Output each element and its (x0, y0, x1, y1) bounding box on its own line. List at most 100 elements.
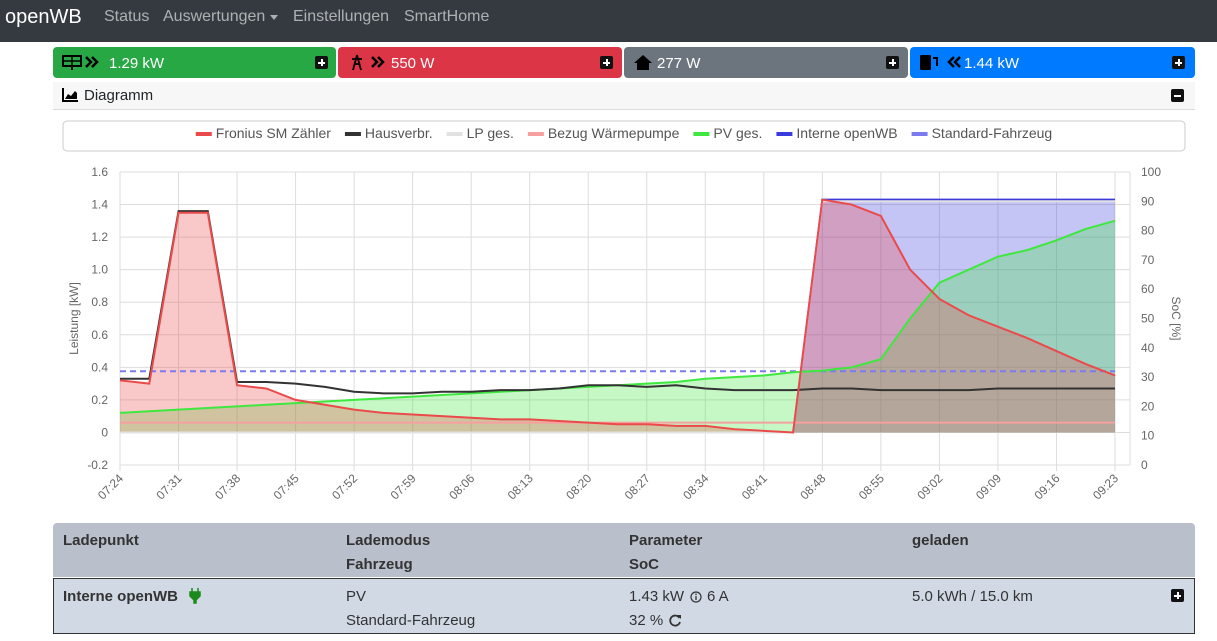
nav-link[interactable]: SmartHome (404, 8, 490, 25)
brand[interactable]: openWB (5, 6, 82, 28)
soc: 32 % (629, 612, 664, 629)
x-tick-label: 08:55 (856, 471, 887, 502)
column-header: Fahrzeug (346, 556, 413, 573)
y-tick-label: 1.0 (91, 263, 108, 277)
x-tick-label: 08:34 (680, 471, 711, 502)
legend-label: Bezug Wärmepumpe (548, 125, 680, 141)
pv-icon (62, 55, 99, 70)
y2-tick-label: 20 (1141, 399, 1155, 413)
x-tick-label: 07:31 (154, 471, 185, 502)
series-line (120, 200, 1115, 434)
y2-tick-label: 70 (1141, 253, 1155, 267)
legend-swatch (195, 132, 212, 136)
legend-swatch (693, 132, 710, 136)
y-tick-label: -0.2 (87, 458, 108, 472)
x-tick-label: 08:20 (563, 471, 594, 502)
grid-icon (352, 54, 385, 71)
table-header: Ladepunkt Lademodus Fahrzeug Parameter S… (53, 523, 1195, 577)
legend-swatch (527, 132, 544, 136)
column-header: Ladepunkt (63, 532, 139, 549)
charge-tile[interactable]: 1.44 kW (910, 47, 1195, 78)
charge-power: 1.43 kW (629, 588, 685, 605)
legend-swatch (911, 132, 928, 136)
charge-mode[interactable]: PV (346, 588, 367, 605)
x-tick-label: 08:13 (505, 471, 536, 502)
y-axis-label: Leistung [kW] (67, 282, 81, 355)
nav-link[interactable]: Auswertungen (163, 8, 266, 25)
grid-tile[interactable]: 550 W (338, 47, 622, 78)
x-tick-label: 09:23 (1090, 471, 1121, 502)
y-tick-label: 1.2 (91, 230, 108, 244)
y-tick-label: 1.4 (91, 198, 108, 212)
x-tick-label: 09:02 (914, 471, 945, 502)
x-tick-label: 07:52 (329, 471, 360, 502)
legend-label: Fronius SM Zähler (216, 125, 331, 141)
card-title: Diagramm (84, 87, 154, 104)
pv-tile[interactable]: 1.29 kW (53, 47, 336, 78)
column-header: Lademodus (346, 532, 431, 549)
legend-label: Standard-Fahrzeug (932, 125, 1053, 141)
y2-tick-label: 0 (1141, 458, 1148, 472)
charge-current: 6 A (707, 588, 729, 605)
plug-icon (189, 588, 201, 604)
x-tick-label: 08:06 (446, 471, 477, 502)
expand-button[interactable] (1172, 56, 1185, 69)
y2-tick-label: 100 (1141, 165, 1161, 179)
column-header: SoC (629, 556, 659, 573)
series-line (120, 210, 1115, 395)
y2-tick-label: 40 (1141, 341, 1155, 355)
column-header: geladen (912, 532, 969, 549)
series-line (119, 198, 1116, 434)
y2-tick-label: 10 (1141, 429, 1155, 443)
y-tick-label: 0.4 (91, 360, 108, 374)
charge-power: 1.44 kW (964, 55, 1020, 72)
legend-swatch (446, 132, 463, 136)
y2-tick-label: 50 (1141, 312, 1155, 326)
legend-swatch (776, 132, 793, 136)
x-tick-label: 08:48 (797, 471, 828, 502)
vehicle: Standard-Fahrzeug (346, 612, 476, 629)
y-tick-label: 1.6 (91, 165, 108, 179)
charged-energy: 5.0 kWh / 15.0 km (912, 588, 1033, 605)
collapse-button[interactable] (1171, 89, 1184, 102)
pv-power: 1.29 kW (109, 55, 165, 72)
house-power: 277 W (657, 55, 701, 72)
x-tick-label: 08:41 (739, 471, 770, 502)
chart-icon (62, 88, 78, 102)
expand-button[interactable] (600, 56, 613, 69)
y2-axis-label: SoC [%] (1169, 296, 1183, 340)
column-header: Parameter (629, 532, 703, 549)
navbar: openWB Status Auswertungen Einstellungen… (0, 0, 1217, 42)
table-row: Interne openWB PV Standard-Fahrzeug 1.43… (53, 578, 1195, 634)
y-tick-label: 0 (101, 425, 108, 439)
expand-button[interactable] (886, 56, 899, 69)
x-tick-label: 07:59 (388, 471, 419, 502)
y2-tick-label: 30 (1141, 370, 1155, 384)
y-tick-label: 0.6 (91, 328, 108, 342)
expand-button[interactable] (315, 56, 328, 69)
chart: Fronius SM Zähler Hausverbr. LP ges. Bezug … (62, 120, 1186, 502)
legend-label: LP ges. (467, 125, 514, 141)
y2-tick-label: 60 (1141, 282, 1155, 296)
house-icon (634, 55, 652, 70)
series-area (120, 220, 1115, 433)
nav-link[interactable]: Einstellungen (293, 8, 390, 25)
x-tick-label: 09:09 (973, 471, 1004, 502)
series-area (120, 199, 1115, 433)
expand-button[interactable] (1171, 589, 1184, 602)
y-tick-label: 0.2 (91, 393, 108, 407)
legend-label: Hausverbr. (365, 125, 433, 141)
x-tick-label: 08:27 (622, 471, 653, 502)
grid-power: 550 W (391, 55, 435, 72)
y2-tick-label: 90 (1141, 194, 1155, 208)
charge-icon (920, 55, 961, 70)
house-tile[interactable]: 277 W (624, 47, 908, 78)
chargepoint-name: Interne openWB (63, 588, 178, 605)
legend: Fronius SM Zähler Hausverbr. LP ges. Bezug … (195, 125, 1053, 141)
card-header[interactable]: Diagramm (53, 82, 1195, 110)
refresh-icon[interactable] (669, 614, 682, 627)
y-tick-label: 0.8 (91, 295, 108, 309)
nav-link[interactable]: Status (104, 8, 150, 25)
